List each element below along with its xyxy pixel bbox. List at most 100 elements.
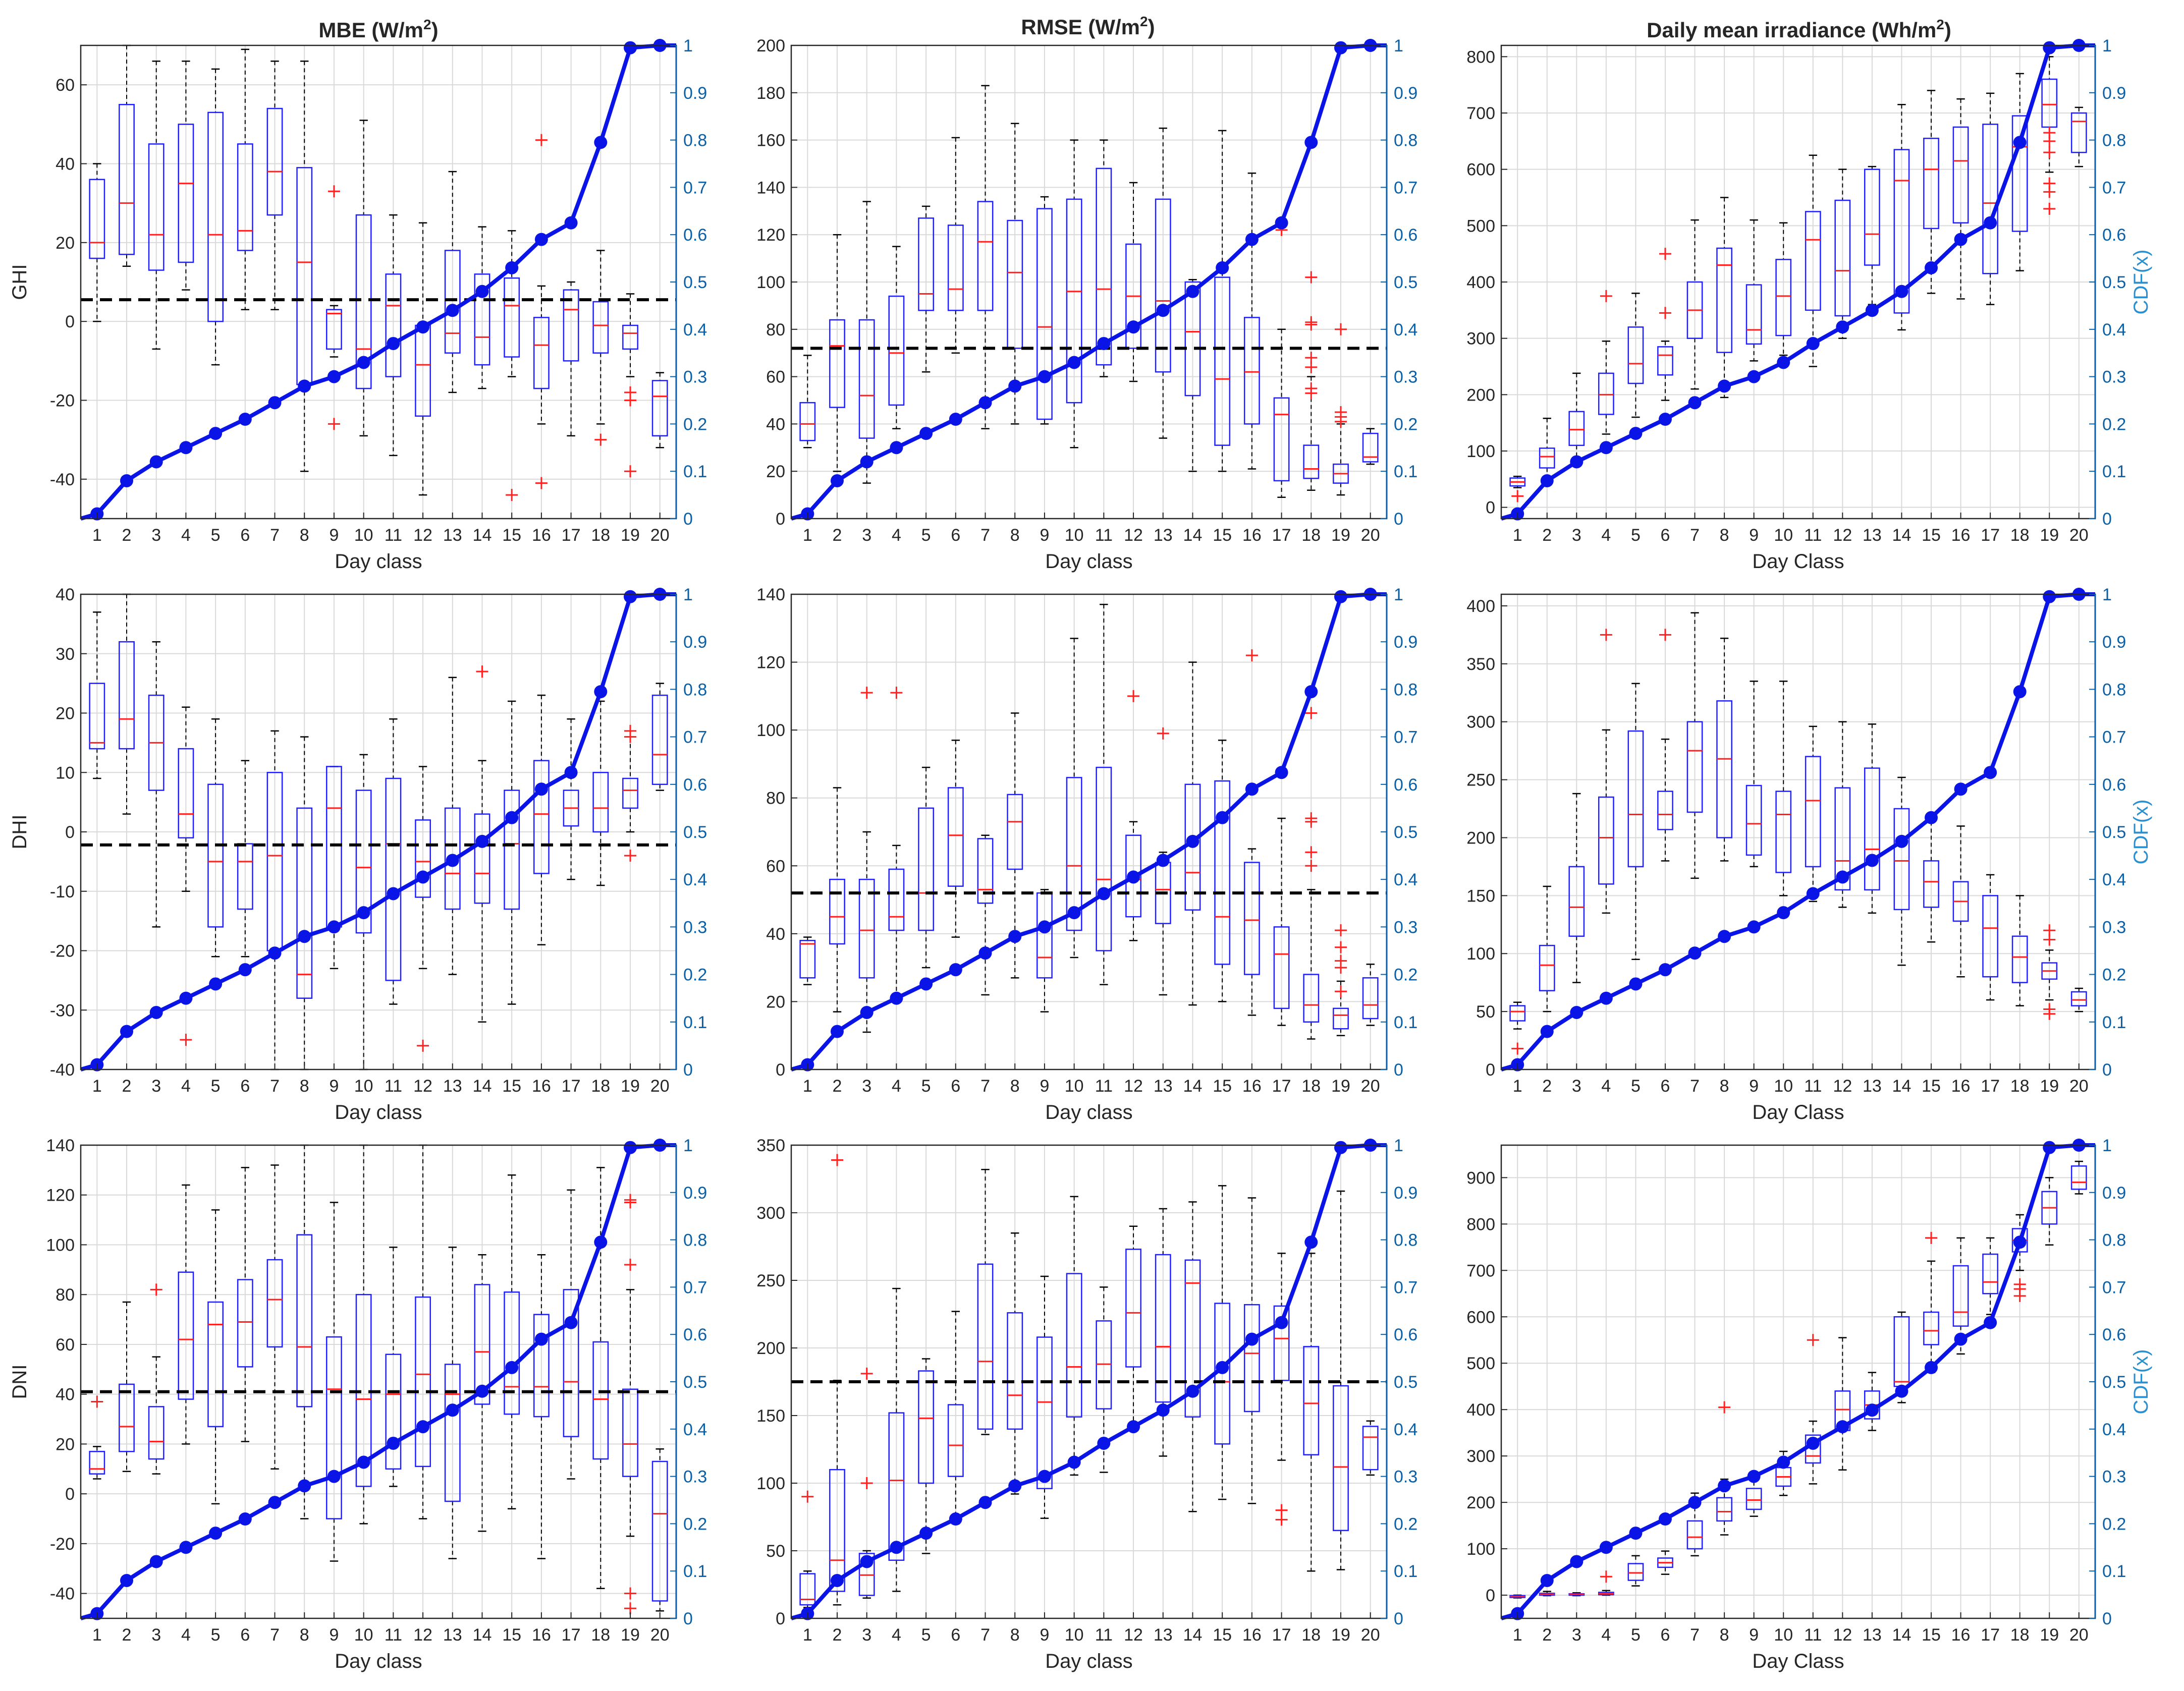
p4-cdf-point-5 xyxy=(919,977,933,991)
p0-cdf-point-12 xyxy=(416,320,430,334)
p5-box-6 xyxy=(1657,738,1673,862)
p6-xtick-label-7: 7 xyxy=(270,1625,280,1645)
p4-box-2-iqr xyxy=(829,878,845,945)
p2-outlier-5 xyxy=(2043,135,2056,147)
p5-box-18-iqr xyxy=(2011,935,2028,983)
p5-cdf-point-8 xyxy=(1718,930,1731,943)
p1-box-2-iqr xyxy=(829,319,845,408)
p8-xtick-label-4: 4 xyxy=(1601,1625,1611,1645)
p5-cdf-line xyxy=(1500,592,2095,1072)
p3-xtick-label-4: 4 xyxy=(181,1077,191,1096)
title-rmse-main: RMSE (W/m xyxy=(1021,15,1140,39)
p1-box-11-iqr xyxy=(1096,167,1112,366)
p5-cdf-point-6 xyxy=(1658,963,1672,977)
p3-cdf-point-4 xyxy=(179,991,193,1005)
p4-outlier-10 xyxy=(1335,924,1347,937)
p3-box-20-iqr xyxy=(651,694,668,785)
p6-grid xyxy=(81,1145,676,1618)
p1-ytick-label-10: 200 xyxy=(756,36,785,55)
p4-box-2 xyxy=(829,787,845,1012)
p5-box-7 xyxy=(1686,612,1703,879)
p8-box-7-iqr xyxy=(1686,1520,1703,1550)
p2-rtick-label-2: 0.2 xyxy=(2102,415,2126,434)
p2-box-9 xyxy=(1745,219,1762,362)
p8-ytick-label-6: 600 xyxy=(1466,1308,1495,1327)
p6-xtick-label-5: 5 xyxy=(211,1625,221,1645)
p4-xtick-label-19: 19 xyxy=(1331,1077,1350,1096)
p8-rtick-label-6: 0.6 xyxy=(2102,1325,2126,1344)
p3-box-10 xyxy=(355,754,372,1070)
p6-box-6 xyxy=(237,1167,253,1442)
p3-cdf-point-9 xyxy=(327,920,341,934)
p2-xtick-label-10: 10 xyxy=(1774,526,1793,545)
p4-xtick-label-1: 1 xyxy=(803,1077,812,1096)
p4-ytick-label-5: 100 xyxy=(756,721,785,740)
p6-cdf-point-13 xyxy=(446,1403,459,1417)
p0-box-18 xyxy=(592,250,609,425)
p7-xtick-label-13: 13 xyxy=(1154,1625,1173,1645)
p7-box-8-iqr xyxy=(1007,1312,1023,1430)
p1-cdf-point-19 xyxy=(1334,41,1348,54)
p0-cdf-point-10 xyxy=(357,356,370,369)
p3-xtick-label-5: 5 xyxy=(211,1077,221,1096)
p5-xtick-label-19: 19 xyxy=(2040,1077,2059,1096)
p2-xtick-label-14: 14 xyxy=(1892,526,1912,545)
p5-box-2-iqr xyxy=(1539,944,1555,992)
p0-xtick-label-3: 3 xyxy=(151,526,161,545)
p5-xtick-label-7: 7 xyxy=(1690,1077,1700,1096)
p0-rtick-label-10: 1 xyxy=(683,36,693,55)
p8-box-3 xyxy=(1568,1592,1585,1597)
p7-box-14-iqr xyxy=(1184,1259,1201,1418)
p2-xtick-label-20: 20 xyxy=(2069,526,2089,545)
p0-rtick-label-8: 0.8 xyxy=(683,131,707,150)
p8-box-5 xyxy=(1627,1555,1644,1587)
p2-rtick-label-5: 0.5 xyxy=(2102,273,2126,292)
p1-xtick-label-15: 15 xyxy=(1213,526,1232,545)
p1-rtick-label-6: 0.6 xyxy=(1394,226,1417,245)
p6-box-3 xyxy=(148,1356,165,1475)
p3-cdf-point-8 xyxy=(298,930,311,943)
p3-xtick-label-11: 11 xyxy=(385,1077,402,1096)
p0-xtick-label-20: 20 xyxy=(650,526,670,545)
p1-cdf-point-11 xyxy=(1097,336,1111,350)
panel-ghi_rmse: 02040608010012014016018020000.10.20.30.4… xyxy=(756,36,1417,573)
p4-outlier-7 xyxy=(1305,815,1318,828)
p1-rtick-label-9: 0.9 xyxy=(1394,84,1417,103)
p0-outlier-5 xyxy=(594,433,607,446)
p2-outliers xyxy=(1511,127,2056,502)
p7-cdf xyxy=(790,1139,1387,1620)
p8-xtick-label-8: 8 xyxy=(1720,1625,1729,1645)
panel-dni_mbe: -40-20020406080100120140DNI00.10.20.30.4… xyxy=(9,1136,707,1672)
p8-ytick-label-9: 900 xyxy=(1466,1168,1495,1188)
p5-box-19 xyxy=(2041,949,2058,1001)
p8-xtick-label-17: 17 xyxy=(1981,1625,2000,1645)
p2-rtick-label-1: 0.1 xyxy=(2102,462,2126,481)
p4-ytick-label-3: 60 xyxy=(766,857,785,876)
p8-xtick-label-6: 6 xyxy=(1661,1625,1670,1645)
p1-box-1 xyxy=(799,355,816,448)
p7-box-14 xyxy=(1184,1201,1201,1512)
p4-cdf-point-14 xyxy=(1186,834,1199,848)
p4-ytick-label-2: 40 xyxy=(766,925,785,944)
p3-ytick-label-4: 0 xyxy=(65,823,75,842)
p3-cdf-point-2 xyxy=(120,1025,133,1038)
p7-cdf-point-6 xyxy=(949,1512,962,1526)
p0-box-9-iqr xyxy=(326,309,342,350)
p6-outlier-0 xyxy=(91,1395,103,1408)
panels: -40-200204060GHI00.10.20.30.40.50.60.70.… xyxy=(9,36,2152,1672)
p1-xlabel: Day class xyxy=(1045,550,1132,573)
p4-cdf-line xyxy=(790,592,1387,1072)
p0-xtick-label-12: 12 xyxy=(413,526,432,545)
p2-cdf-point-3 xyxy=(1570,455,1584,469)
p7-box-18 xyxy=(1303,1253,1320,1572)
p6-cdf-point-4 xyxy=(179,1541,193,1554)
p5-ytick-label-3: 150 xyxy=(1466,886,1495,906)
p4-outlier-2 xyxy=(1127,690,1140,702)
p2-box-2-iqr xyxy=(1539,447,1555,469)
p4-grid xyxy=(791,594,1387,1069)
p6-box-5 xyxy=(207,1209,224,1505)
p5-xlabel: Day Class xyxy=(1752,1101,1844,1123)
p5-rtick-label-8: 0.8 xyxy=(2102,680,2126,699)
p2-box-2 xyxy=(1539,417,1555,477)
p1-left-axis: 0 20 40 60 80 100 120 140 160 180 200 xyxy=(756,36,797,529)
